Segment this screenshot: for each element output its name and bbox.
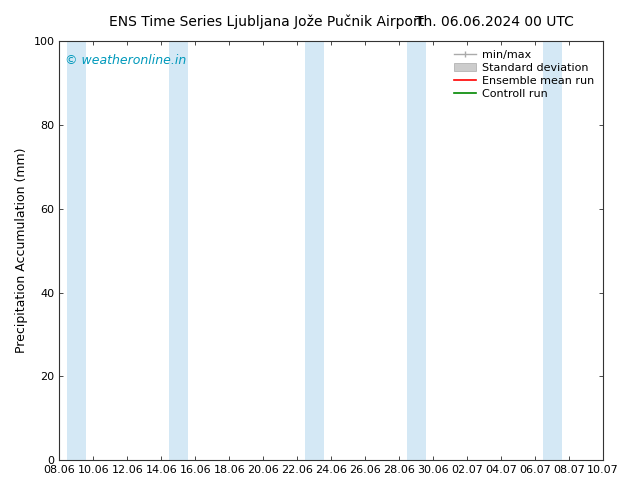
- Bar: [417, 41, 426, 460]
- Bar: [314, 41, 324, 460]
- Bar: [305, 41, 314, 460]
- Bar: [178, 41, 188, 460]
- Bar: [77, 41, 86, 460]
- Legend: min/max, Standard deviation, Ensemble mean run, Controll run: min/max, Standard deviation, Ensemble me…: [451, 47, 598, 102]
- Bar: [406, 41, 417, 460]
- Text: ENS Time Series Ljubljana Jože Pučnik Airport: ENS Time Series Ljubljana Jože Pučnik Ai…: [108, 15, 424, 29]
- Bar: [169, 41, 178, 460]
- Y-axis label: Precipitation Accumulation (mm): Precipitation Accumulation (mm): [15, 148, 28, 353]
- Bar: [552, 41, 562, 460]
- Bar: [67, 41, 77, 460]
- Bar: [543, 41, 552, 460]
- Text: © weatheronline.in: © weatheronline.in: [65, 53, 186, 67]
- Text: Th. 06.06.2024 00 UTC: Th. 06.06.2024 00 UTC: [415, 15, 574, 29]
